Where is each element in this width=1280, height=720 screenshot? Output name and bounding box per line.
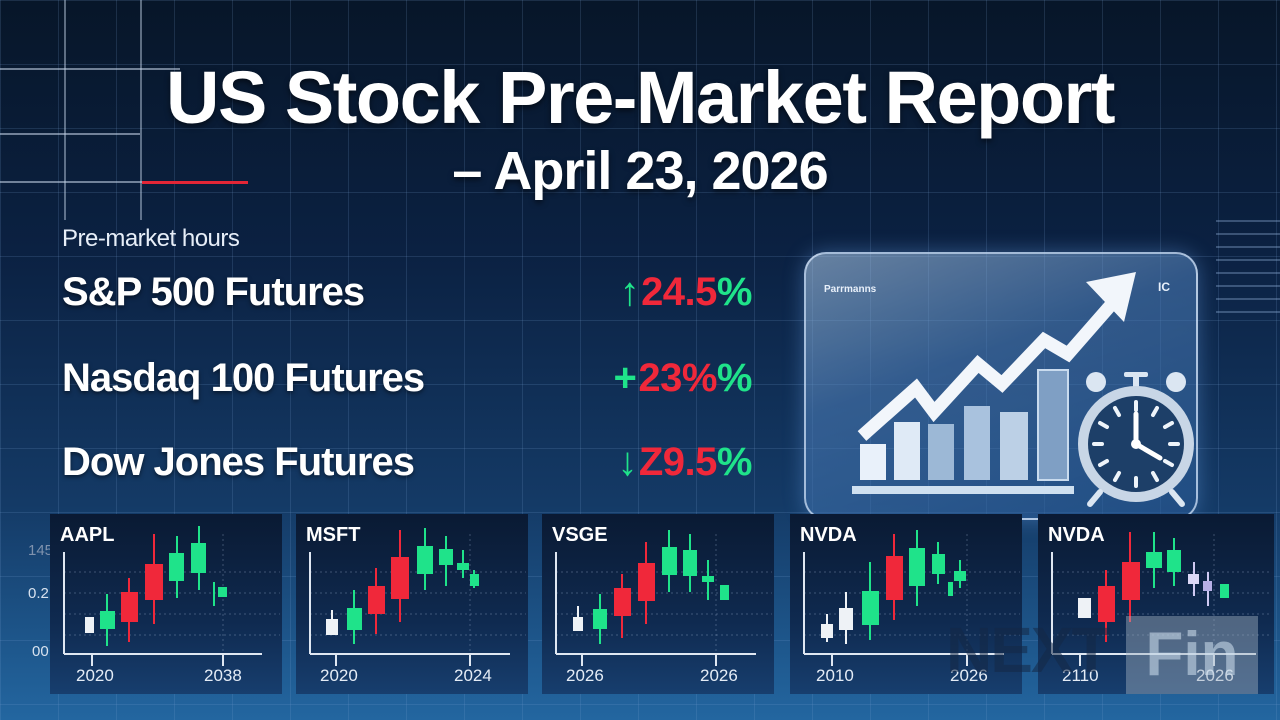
x-axis-start: 2026 — [566, 666, 604, 685]
ticker-label: NVDA — [800, 524, 857, 546]
candlestick-chart — [63, 526, 280, 666]
decorative-lines — [0, 0, 260, 220]
hero-illustration-card: Parrmanns IC — [804, 252, 1198, 520]
futures-row-dowjones: Dow Jones Futures ↓ Z9.5 % — [62, 432, 753, 492]
x-axis-start: 2010 — [816, 666, 854, 685]
watermark-fin: Fin — [1126, 616, 1258, 694]
accent-red-line — [142, 181, 248, 184]
trend-up-arrow-icon — [857, 272, 1136, 441]
candlestick-chart — [555, 530, 772, 666]
candlestick-chart — [309, 528, 526, 666]
plus-icon: + — [613, 355, 637, 400]
futures-row-nasdaq100: Nasdaq 100 Futures + 23% % — [62, 348, 753, 408]
x-axis-end: 2026 — [1196, 666, 1234, 685]
mini-chart-vsge: VSGE 2026 2026 — [542, 514, 774, 694]
mini-chart-msft: MSFT 2020 2024 — [296, 514, 528, 694]
change-value: Z9.5 — [638, 439, 718, 484]
mini-chart-aapl: AAPL 2020 2038 — [50, 514, 282, 694]
alarm-clock-icon — [1078, 372, 1194, 507]
hero-corner-text: IC — [1158, 280, 1170, 294]
x-axis-end: 2038 — [204, 666, 242, 685]
page-title: US Stock Pre-Market Report — [166, 56, 1115, 139]
ticker-label: VSGE — [552, 524, 608, 546]
x-axis-start: 2110 — [1062, 666, 1099, 685]
y-axis-label: 0.2 — [28, 585, 49, 602]
change-value: 24.5 — [641, 269, 717, 314]
change-value: 23% — [638, 355, 717, 400]
ticker-label: NVDA — [1048, 524, 1105, 546]
futures-change: ↑ 24.5 % — [619, 269, 753, 315]
mini-chart-nvda-1: NVDA 2010 2026 — [790, 514, 1022, 694]
futures-row-sp500: S&P 500 Futures ↑ 24.5 % — [62, 262, 753, 322]
watermark-next: NEXT — [946, 614, 1111, 686]
arrow-down-icon: ↓ — [617, 439, 637, 484]
percent-sign: % — [716, 439, 753, 484]
mini-chart-nvda-2: NVDA 2110 2026 — [1038, 514, 1274, 694]
bar-chart-icon — [852, 369, 1074, 494]
futures-change: + 23% % — [614, 356, 753, 401]
decorative-lines-right — [1216, 220, 1280, 324]
x-axis-start: 2020 — [76, 666, 114, 685]
section-label: Pre-market hours — [62, 225, 240, 252]
futures-name: Dow Jones Futures — [62, 439, 415, 484]
futures-name: Nasdaq 100 Futures — [62, 355, 425, 400]
hero-label: Parrmanns — [824, 284, 877, 295]
ticker-label: AAPL — [60, 524, 115, 546]
x-axis-start: 2020 — [320, 666, 358, 685]
x-axis-end: 2024 — [454, 666, 492, 685]
ticker-label: MSFT — [306, 524, 361, 546]
nextfin-watermark-logo: NEXT Fin — [946, 616, 1258, 696]
candlestick-chart — [1051, 532, 1272, 666]
candlestick-chart — [803, 530, 1020, 666]
x-axis-end: 2026 — [950, 666, 988, 685]
futures-name: S&P 500 Futures — [62, 269, 365, 314]
y-axis-label: 00 — [32, 643, 49, 660]
arrow-up-icon: ↑ — [619, 269, 640, 314]
y-axis-label: 145 — [28, 542, 54, 559]
percent-sign: % — [716, 355, 753, 400]
futures-change: ↓ Z9.5 % — [617, 440, 752, 485]
percent-sign: % — [716, 269, 753, 314]
report-date: – April 23, 2026 — [452, 141, 828, 201]
x-axis-end: 2026 — [700, 666, 738, 685]
